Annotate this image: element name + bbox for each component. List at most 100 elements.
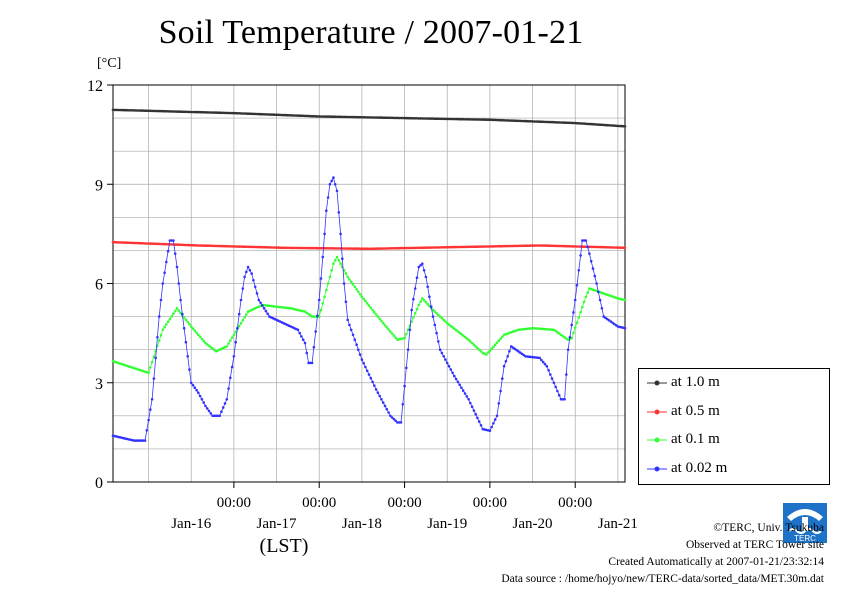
data-point bbox=[236, 326, 239, 330]
data-point bbox=[504, 244, 508, 248]
data-point bbox=[173, 252, 177, 255]
legend-marker bbox=[647, 409, 667, 414]
data-point bbox=[323, 232, 326, 236]
data-point bbox=[213, 111, 216, 114]
data-point bbox=[319, 246, 323, 250]
data-point bbox=[556, 121, 559, 124]
data-point bbox=[143, 109, 147, 112]
data-point bbox=[328, 275, 332, 279]
data-point bbox=[437, 246, 440, 249]
data-point bbox=[353, 247, 357, 250]
data-point bbox=[355, 288, 358, 291]
data-point bbox=[186, 355, 189, 358]
data-point bbox=[538, 356, 541, 360]
data-point bbox=[182, 316, 186, 319]
data-point bbox=[182, 110, 186, 114]
data-point bbox=[207, 409, 211, 413]
data-point bbox=[342, 247, 346, 250]
data-point bbox=[149, 408, 152, 411]
data-point bbox=[477, 348, 481, 352]
data-point bbox=[593, 274, 597, 278]
data-point bbox=[428, 246, 431, 249]
data-point bbox=[543, 244, 547, 247]
data-point bbox=[591, 267, 595, 270]
data-point bbox=[193, 329, 197, 332]
data-point bbox=[378, 317, 382, 321]
data-point bbox=[504, 359, 508, 363]
data-point bbox=[243, 316, 246, 319]
data-point bbox=[474, 345, 478, 348]
data-point bbox=[234, 340, 237, 344]
data-point bbox=[492, 118, 495, 122]
data-point bbox=[374, 247, 378, 250]
data-point bbox=[209, 345, 213, 349]
data-point bbox=[369, 306, 373, 310]
data-point bbox=[497, 244, 501, 248]
data-point bbox=[392, 334, 396, 337]
data-point bbox=[161, 328, 165, 332]
data-point bbox=[335, 189, 339, 193]
data-point bbox=[470, 118, 474, 121]
data-point bbox=[337, 259, 341, 262]
data-point bbox=[156, 242, 159, 246]
data-point bbox=[525, 244, 529, 247]
terc-logo: TERC bbox=[783, 503, 827, 543]
data-point bbox=[321, 302, 325, 305]
data-point bbox=[328, 247, 332, 250]
data-point bbox=[422, 269, 426, 272]
data-point bbox=[413, 312, 417, 315]
data-point bbox=[467, 398, 470, 401]
data-point bbox=[389, 247, 392, 250]
data-point bbox=[184, 318, 188, 322]
data-point bbox=[451, 371, 454, 375]
data-point bbox=[216, 414, 220, 418]
data-point bbox=[428, 117, 431, 120]
data-point bbox=[230, 245, 234, 248]
data-point bbox=[149, 366, 152, 369]
data-point bbox=[453, 327, 456, 331]
data-point bbox=[303, 114, 307, 118]
data-point bbox=[127, 241, 131, 245]
data-point bbox=[301, 246, 305, 250]
data-point bbox=[497, 402, 501, 405]
data-point bbox=[341, 257, 344, 261]
data-point bbox=[173, 309, 177, 313]
data-point bbox=[589, 259, 593, 263]
data-point bbox=[586, 291, 589, 294]
data-point bbox=[268, 246, 271, 249]
data-point bbox=[408, 328, 412, 332]
data-point bbox=[376, 247, 380, 250]
data-point bbox=[406, 328, 410, 332]
data-point bbox=[319, 277, 323, 280]
data-point bbox=[417, 265, 421, 269]
data-point bbox=[582, 239, 586, 242]
data-point bbox=[389, 116, 392, 120]
data-point bbox=[326, 115, 330, 118]
data-point bbox=[365, 302, 369, 305]
data-point bbox=[261, 245, 264, 249]
data-point bbox=[572, 245, 575, 248]
data-point bbox=[424, 117, 428, 120]
data-point bbox=[229, 339, 232, 342]
data-point bbox=[326, 196, 330, 199]
data-point bbox=[193, 386, 197, 390]
data-point bbox=[310, 315, 314, 318]
data-point bbox=[444, 117, 447, 121]
data-point bbox=[472, 245, 476, 248]
data-point bbox=[437, 340, 440, 343]
data-point bbox=[172, 239, 175, 242]
data-point bbox=[303, 341, 307, 345]
legend: at 1.0 m at 0.5 m at 0.1 m at 0.02 m bbox=[638, 368, 830, 485]
data-point bbox=[461, 245, 465, 249]
data-point bbox=[410, 308, 414, 312]
data-point bbox=[181, 312, 184, 316]
data-point bbox=[435, 331, 438, 335]
data-point bbox=[163, 271, 166, 275]
data-point bbox=[613, 322, 616, 326]
data-point bbox=[365, 116, 369, 119]
data-point bbox=[159, 298, 163, 302]
data-point bbox=[508, 350, 511, 353]
data-point bbox=[364, 247, 367, 250]
data-point bbox=[435, 312, 438, 315]
data-point bbox=[577, 269, 581, 272]
